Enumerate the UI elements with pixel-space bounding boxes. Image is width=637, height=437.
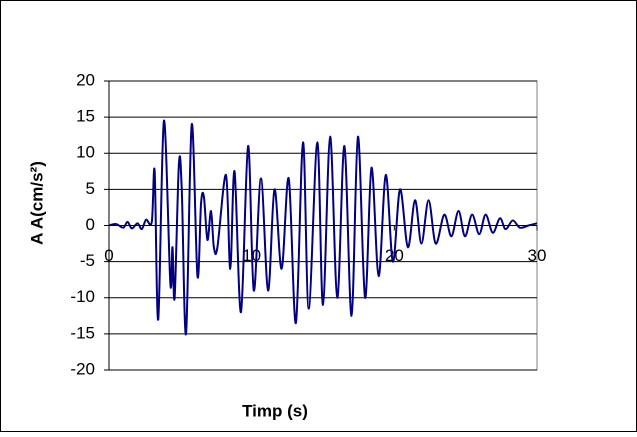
data-line [108,119,538,336]
x-tick-label: 30 [528,246,547,265]
y-tick-label: 15 [76,107,95,126]
x-axis-title: Timp (s) [242,401,308,420]
y-tick-label: 10 [76,143,95,162]
y-tick-label: 0 [86,215,95,234]
y-tick-label: -20 [70,359,95,378]
y-axis-title: A A(cm/s²) [27,161,46,245]
x-tick-label: 0 [104,246,113,265]
y-tick-label: 20 [76,70,95,89]
y-tick-label: -5 [80,251,95,270]
y-tick-label: 5 [86,179,95,198]
y-tick-label: -15 [70,323,95,342]
y-tick-label: -10 [70,287,95,306]
